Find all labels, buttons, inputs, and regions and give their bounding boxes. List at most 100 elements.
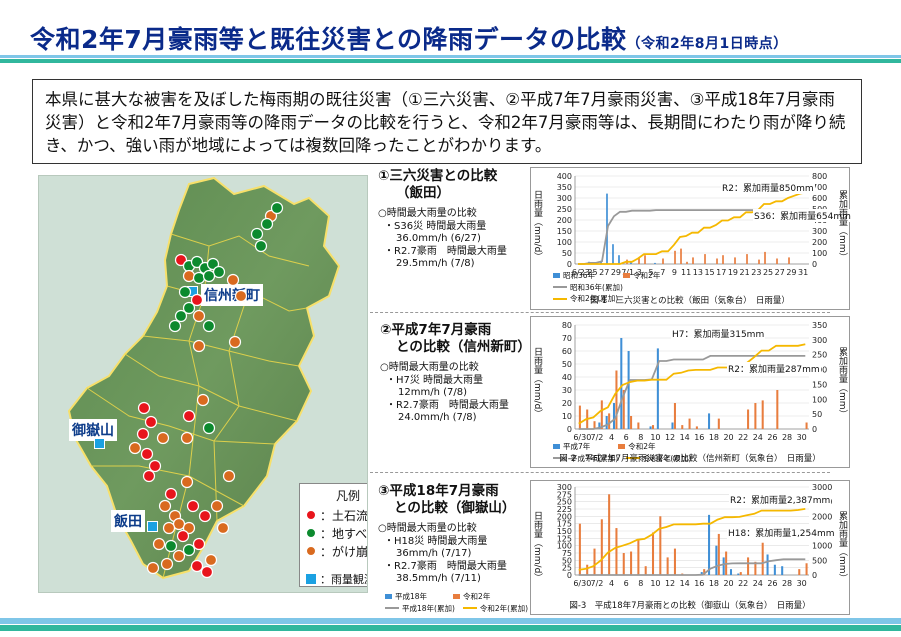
- section-1-title: ①三六災害との比較: [378, 168, 498, 184]
- y-tick-label: 175: [557, 520, 572, 529]
- chart-1-annotation-s36: S36：累加雨量654mm: [753, 209, 852, 222]
- bar: [638, 257, 640, 264]
- y2-tick-label: 100: [812, 395, 827, 404]
- y-tick-label: 300: [557, 483, 572, 492]
- x-tick-label: 24: [753, 579, 763, 588]
- x-tick-label: 3: [637, 268, 642, 277]
- cumulative-line: [578, 508, 806, 571]
- map-point-dot-icon: [270, 201, 284, 215]
- x-tick-label: 25: [587, 268, 597, 277]
- map-point-dot-icon: [226, 273, 240, 287]
- legend-label: ：がけ崩れ: [320, 544, 368, 559]
- y2-tick-label: 0: [812, 260, 817, 269]
- x-tick-label: 31: [798, 268, 808, 277]
- section-1-text: ①三六災害との比較 （飯田） ○時間最大雨量の比較 ・S36災 時間最大雨量 3…: [378, 168, 528, 271]
- bar: [716, 258, 718, 264]
- y2-tick-label: 0: [812, 425, 817, 434]
- map-point-dot-icon: [182, 543, 196, 557]
- legend-bar-swatch-icon: [385, 594, 392, 599]
- x-tick-label: 17: [716, 268, 726, 277]
- bar: [649, 426, 652, 429]
- x-tick-label: 29: [611, 268, 621, 277]
- legend-label: 昭和36年(累加): [570, 282, 623, 292]
- bar: [593, 548, 596, 575]
- bar: [654, 262, 656, 264]
- bar: [681, 425, 684, 429]
- map-point-dot-icon: [182, 301, 196, 315]
- section-2-line: ・R2.7豪雨 時間最大雨量: [386, 399, 509, 411]
- y-tick-label: 0: [567, 425, 572, 434]
- map-point-dot-icon: [202, 421, 216, 435]
- page-title: 令和2年7月豪雨等と既往災害との降雨データの比較（令和2年8月1日時点）: [30, 25, 788, 54]
- map-point-dot-icon: [228, 335, 242, 349]
- legend-label: 昭和36年: [563, 271, 596, 280]
- map-point-dot-icon: [164, 539, 178, 553]
- y-tick-label: 250: [557, 498, 572, 507]
- x-tick-label: 16: [694, 433, 704, 442]
- chart-2: 010203040506070800501001502002503003506/…: [530, 316, 850, 468]
- map-point-dot-icon: [162, 521, 176, 535]
- map-point-dot-icon: [136, 427, 150, 441]
- orange-dot-icon: [306, 546, 316, 556]
- bar: [764, 251, 766, 264]
- map-point-dot-icon: [146, 561, 160, 575]
- map-point-dot-icon: [204, 553, 218, 567]
- x-tick-label: 19: [728, 268, 738, 277]
- map-point-dot-icon: [190, 559, 204, 573]
- y-tick-label: 275: [557, 490, 572, 499]
- map-point-dot-icon: [190, 293, 204, 307]
- bar: [627, 351, 630, 429]
- y-tick-label: 350: [557, 183, 572, 192]
- map-point-dot-icon: [196, 393, 210, 407]
- x-tick-label: 24: [753, 433, 763, 442]
- bar: [662, 258, 664, 264]
- section-1-title-2: （飯田）: [396, 185, 450, 201]
- y-tick-label: 0: [567, 571, 572, 580]
- x-tick-label: 30: [797, 579, 807, 588]
- bar: [776, 258, 778, 264]
- chart-1-svg: 0501001502002503003504000100200300400500…: [557, 172, 828, 277]
- y-tick-label: 400: [557, 172, 572, 181]
- map-point-dot-icon: [216, 521, 230, 535]
- map-point-dot-icon: [164, 487, 178, 501]
- map-point-dot-icon: [180, 475, 194, 489]
- map-point-dot-icon: [200, 565, 214, 579]
- section-2-title-2: との比較（信州新町）: [396, 339, 531, 355]
- chart-2-ylabel: 日雨量（mm/d）: [532, 347, 542, 419]
- bar: [578, 405, 581, 429]
- legend-label: 平成7年: [563, 442, 591, 451]
- legend-label: 令和2年: [463, 592, 491, 601]
- x-tick-label: 9: [672, 268, 677, 277]
- bottom-stripe-green: [0, 625, 901, 631]
- map-point-dot-icon: [176, 529, 190, 543]
- bar: [781, 566, 784, 575]
- bar: [703, 569, 706, 575]
- y2-tick-label: 100: [812, 249, 827, 258]
- x-tick-label: 22: [738, 579, 748, 588]
- y2-tick-label: 350: [812, 321, 827, 330]
- bar: [673, 403, 676, 429]
- x-tick-label: 13: [693, 268, 703, 277]
- bar: [620, 338, 623, 429]
- intro-box: 本県に甚大な被害を及ぼした梅雨期の既往災害（①三六災害、②平成7年7月豪雨災害、…: [32, 79, 862, 164]
- map-point-dot-icon: [144, 415, 158, 429]
- bar: [722, 255, 724, 264]
- y-tick-label: 150: [557, 227, 572, 236]
- map-point-dot-icon: [210, 499, 224, 513]
- top-stripe-green: [0, 59, 901, 63]
- section-divider-1: [370, 312, 830, 313]
- map-point-dot-icon: [180, 431, 194, 445]
- bar: [644, 566, 647, 575]
- map-point-dot-icon: [250, 227, 264, 241]
- bar: [612, 244, 614, 264]
- map-point-dot-icon: [174, 309, 188, 323]
- bar: [637, 539, 640, 575]
- chart-3-annotation-r2: R2：累加雨量2,387mm: [729, 493, 832, 506]
- section-2-line: ・H7災 時間最大雨量: [386, 374, 484, 386]
- section-1-line: 29.5mm/h (7/8): [396, 258, 475, 269]
- y-tick-label: 50: [562, 556, 572, 565]
- bar: [734, 257, 736, 264]
- x-tick-label: 7/2: [591, 433, 604, 442]
- x-tick-label: 16: [694, 579, 704, 588]
- bottom-stripe-light: [0, 618, 901, 624]
